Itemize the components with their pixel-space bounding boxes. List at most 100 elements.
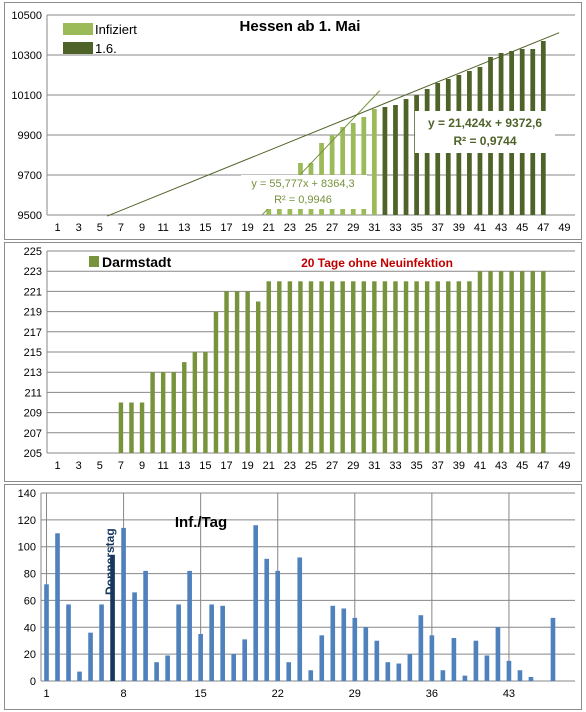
bar-35 [418,615,424,681]
x-tick-label: 15 [199,460,211,472]
bar-26 [319,281,324,453]
bar-30 [361,117,367,215]
bar-19 [245,291,250,453]
y-tick-label: 217 [24,327,42,339]
darmstadt-chart-panel: 205 207 209 211 213 215 217 219 221 223 225 1 3 5 7 9 11… [4,242,582,482]
bar-32 [382,281,388,453]
legend-swatch-1-6 [63,42,93,54]
x-tick-label: 8 [121,688,127,700]
y-tick-label: 9900 [18,130,42,142]
x-tick-label: 3 [76,460,82,472]
bar-13 [182,362,187,453]
bar-2 [55,533,60,681]
y-tick-label: 9500 [18,210,42,222]
x-tick-label: 1 [54,222,60,234]
trendline-2-label-bg [415,111,555,153]
bar-16 [213,311,219,453]
x-tick-label: 31 [368,222,380,234]
bar-5 [88,632,93,681]
y-tick-label: 100 [18,542,36,554]
bar-34 [403,99,409,215]
bar-38 [451,638,457,681]
bar-44 [517,670,523,681]
bar-11 [154,662,159,681]
bar-10 [150,372,155,453]
bar-47 [541,271,546,453]
bar-27 [329,281,335,453]
bar-9 [132,592,137,681]
bar-24 [297,557,303,681]
bar-37 [440,670,446,681]
x-tick-label: 5 [97,460,103,472]
x-tick-label: 43 [495,460,507,472]
bar-14 [187,570,192,681]
bar-28 [340,281,345,453]
daily-infections-chart-panel: 0 20 40 60 80 100 120 140 1 8 15 22 29 36 43 Inf./Tag Do… [4,484,582,710]
x-tick-label: 19 [242,222,254,234]
x-tick-label: 35 [410,222,422,234]
bar-39 [456,281,462,453]
x-tick-label: 43 [495,222,507,234]
bar-20 [255,301,261,453]
trendline-1-equation: y = 55,777x + 8364,3 [251,178,354,190]
bar-9 [139,402,145,453]
x-tick-label: 5 [97,222,103,234]
legend-swatch-infiziert [63,23,93,35]
bar-29 [352,617,358,681]
x-tick-label: 31 [368,460,380,472]
bar-7 [110,554,115,681]
y-tick-label: 209 [24,408,42,420]
bar-12 [171,372,176,453]
x-tick-label: 9 [139,222,145,234]
x-tick-label: 17 [220,222,232,234]
x-tick-label: 9 [139,460,145,472]
y-tick-label: 10300 [11,50,42,62]
x-tick-label: 36 [426,688,438,700]
x-tick-label: 45 [516,460,528,472]
x-tick-label: 41 [474,222,486,234]
bar-31 [372,281,377,453]
bar-13 [176,604,181,681]
bar-4 [77,671,82,681]
bar-35 [414,281,419,453]
bar-17 [224,291,229,453]
x-tick-label: 21 [263,222,275,234]
bar-42 [495,627,501,681]
bar-29 [351,281,356,453]
x-tick-label: 15 [195,688,207,700]
bar-28 [340,127,346,215]
daily-infections-chart: 0 20 40 60 80 100 120 140 1 8 15 22 29 36 43 Inf./Tag Do… [18,488,575,700]
bar-39 [462,675,468,681]
bar-23 [286,662,292,681]
bar-8 [129,402,134,453]
x-tick-label: 1 [54,460,60,472]
bar-11 [160,372,166,453]
x-tick-label: 27 [326,460,338,472]
bar-22 [276,209,282,215]
x-tick-label: 25 [305,460,317,472]
bar-15 [198,634,203,681]
bar-19 [242,639,248,681]
x-tick-label: 7 [118,460,124,472]
bar-32 [385,662,391,681]
x-tick-label: 13 [178,460,190,472]
legend-label-infiziert: Infiziert [95,22,137,37]
chart-title: Inf./Tag [175,514,227,531]
bar-46 [530,271,535,453]
x-tick-label: 19 [242,460,254,472]
trendline-2-equation: y = 21,424x + 9372,6 [428,116,542,130]
bar-40 [467,281,472,453]
y-tick-label: 10500 [11,10,42,22]
bar-15 [203,352,208,453]
bar-6 [99,604,104,681]
bar-33 [393,281,398,453]
y-tick-label: 223 [24,266,42,278]
x-tick-label: 47 [537,460,549,472]
bar-22 [275,570,281,681]
bar-38 [446,281,451,453]
x-tick-label: 29 [347,222,359,234]
bar-22 [277,281,282,453]
bar-40 [473,640,479,681]
trendline-2-r2: R² = 0,9744 [453,134,516,148]
